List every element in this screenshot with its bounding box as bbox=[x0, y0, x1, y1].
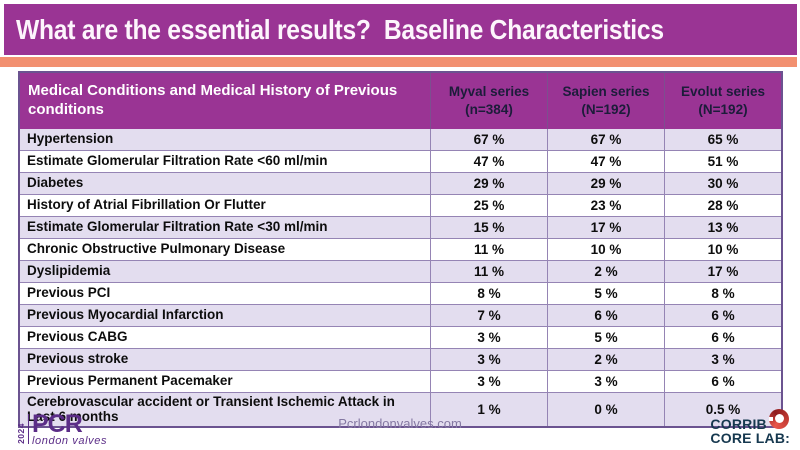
sapien-value-cell: 5 % bbox=[547, 283, 664, 304]
myval-value-cell: 3 % bbox=[430, 349, 547, 370]
evolut-column-name: Evolut series bbox=[680, 84, 766, 100]
corrib-swirl-icon bbox=[768, 408, 789, 429]
condition-cell: Estimate Glomerular Filtration Rate <30 … bbox=[27, 219, 328, 235]
myval-value-cell: 15 % bbox=[430, 217, 547, 238]
table-row: Previous CABG 3 % 5 % 6 % bbox=[20, 326, 781, 348]
myval-value-cell: 47 % bbox=[430, 151, 547, 172]
sapien-value-cell: 17 % bbox=[547, 217, 664, 238]
condition-cell: Previous CABG bbox=[27, 329, 128, 345]
evolut-value-cell: 65 % bbox=[664, 129, 781, 150]
corrib-logo-line1: CORRIB bbox=[710, 416, 767, 433]
condition-cell: Previous Permanent Pacemaker bbox=[27, 373, 233, 389]
condition-cell: History of Atrial Fibrillation Or Flutte… bbox=[27, 197, 266, 213]
title-bar: What are the essential results? Baseline… bbox=[4, 4, 797, 55]
table-row: Hypertension 67 % 67 % 65 % bbox=[20, 129, 781, 150]
myval-value-cell: 1 % bbox=[430, 393, 547, 427]
myval-column-n: (n=384) bbox=[465, 102, 513, 117]
condition-cell: Hypertension bbox=[27, 131, 114, 147]
sapien-value-cell: 5 % bbox=[547, 327, 664, 348]
myval-value-cell: 3 % bbox=[430, 371, 547, 392]
table-row: Previous stroke 3 % 2 % 3 % bbox=[20, 348, 781, 370]
evolut-value-cell: 51 % bbox=[664, 151, 781, 172]
table-row: Previous Permanent Pacemaker 3 % 3 % 6 % bbox=[20, 370, 781, 392]
sapien-value-cell: 2 % bbox=[547, 261, 664, 282]
myval-value-cell: 11 % bbox=[430, 239, 547, 260]
corrib-logo-top-row: CORRIB bbox=[710, 408, 790, 433]
evolut-value-cell: 10 % bbox=[664, 239, 781, 260]
condition-cell: Estimate Glomerular Filtration Rate <60 … bbox=[27, 153, 328, 169]
condition-cell: Dyslipidemia bbox=[27, 263, 111, 279]
sapien-value-cell: 3 % bbox=[547, 371, 664, 392]
evolut-column-n: (N=192) bbox=[698, 102, 748, 117]
evolut-value-cell: 28 % bbox=[664, 195, 781, 216]
condition-column-header: Medical Conditions and Medical History o… bbox=[28, 82, 398, 118]
evolut-value-cell: 30 % bbox=[664, 173, 781, 194]
evolut-value-cell: 13 % bbox=[664, 217, 781, 238]
pcr-logo-text: PCR bbox=[32, 410, 83, 438]
accent-stripe bbox=[0, 57, 797, 67]
corrib-logo-line2: CORE LAB: bbox=[710, 429, 790, 446]
table-row: Estimate Glomerular Filtration Rate <30 … bbox=[20, 216, 781, 238]
pcr-logo-subtext: london valves bbox=[32, 435, 108, 447]
myval-value-cell: 7 % bbox=[430, 305, 547, 326]
evolut-value-cell: 6 % bbox=[664, 305, 781, 326]
sapien-value-cell: 23 % bbox=[547, 195, 664, 216]
evolut-value-cell: 6 % bbox=[664, 327, 781, 348]
evolut-value-cell: 17 % bbox=[664, 261, 781, 282]
sapien-value-cell: 47 % bbox=[547, 151, 664, 172]
sapien-value-cell: 67 % bbox=[547, 129, 664, 150]
condition-cell: Chronic Obstructive Pulmonary Disease bbox=[27, 241, 286, 257]
table-row: Previous PCI 8 % 5 % 8 % bbox=[20, 282, 781, 304]
evolut-value-cell: 3 % bbox=[664, 349, 781, 370]
condition-cell: Previous stroke bbox=[27, 351, 129, 367]
myval-column-header: Myval series (n=384) bbox=[430, 73, 547, 129]
logo-divider bbox=[28, 414, 29, 444]
myval-value-cell: 67 % bbox=[430, 129, 547, 150]
condition-cell: Previous PCI bbox=[27, 285, 111, 301]
table-row: Cerebrovascular accident or Transient Is… bbox=[20, 392, 781, 427]
myval-value-cell: 3 % bbox=[430, 327, 547, 348]
myval-value-cell: 29 % bbox=[430, 173, 547, 194]
evolut-value-cell: 0.5 % bbox=[664, 393, 781, 427]
sapien-value-cell: 2 % bbox=[547, 349, 664, 370]
evolut-column-header: Evolut series (N=192) bbox=[664, 73, 781, 129]
table-body: Hypertension 67 % 67 % 65 % Estimate Glo… bbox=[20, 129, 781, 427]
evolut-value-cell: 8 % bbox=[664, 283, 781, 304]
table-row: Previous Myocardial Infarction 7 % 6 % 6… bbox=[20, 304, 781, 326]
sapien-column-header: Sapien series (N=192) bbox=[547, 73, 664, 129]
sapien-column-name: Sapien series bbox=[562, 84, 650, 100]
condition-cell: Cerebrovascular accident or Transient Is… bbox=[27, 394, 395, 424]
myval-value-cell: 25 % bbox=[430, 195, 547, 216]
table-row: History of Atrial Fibrillation Or Flutte… bbox=[20, 194, 781, 216]
sapien-value-cell: 0 % bbox=[547, 393, 664, 427]
sapien-value-cell: 6 % bbox=[547, 305, 664, 326]
evolut-value-cell: 6 % bbox=[664, 371, 781, 392]
myval-value-cell: 8 % bbox=[430, 283, 547, 304]
condition-cell: Previous Myocardial Infarction bbox=[27, 307, 224, 323]
myval-value-cell: 11 % bbox=[430, 261, 547, 282]
condition-cell: Diabetes bbox=[27, 175, 84, 191]
sapien-value-cell: 29 % bbox=[547, 173, 664, 194]
corrib-core-lab-logo: CORRIB CORE LAB: bbox=[710, 408, 790, 446]
table-row: Diabetes 29 % 29 % 30 % bbox=[20, 172, 781, 194]
table-row: Dyslipidemia 11 % 2 % 17 % bbox=[20, 260, 781, 282]
page-title: What are the essential results? Baseline… bbox=[16, 13, 664, 45]
pcr-london-valves-logo: 2024 PCR london valves bbox=[16, 409, 108, 448]
pcr-logo-text-block: PCR london valves bbox=[32, 410, 108, 448]
table-row: Chronic Obstructive Pulmonary Disease 11… bbox=[20, 238, 781, 260]
website-text: Pcrlondonvalves.com bbox=[338, 416, 462, 431]
table-header-row: Medical Conditions and Medical History o… bbox=[20, 73, 781, 129]
table-row: Estimate Glomerular Filtration Rate <60 … bbox=[20, 150, 781, 172]
baseline-characteristics-table: Medical Conditions and Medical History o… bbox=[18, 71, 783, 429]
sapien-column-n: (N=192) bbox=[581, 102, 631, 117]
sapien-value-cell: 10 % bbox=[547, 239, 664, 260]
myval-column-name: Myval series bbox=[448, 84, 530, 100]
